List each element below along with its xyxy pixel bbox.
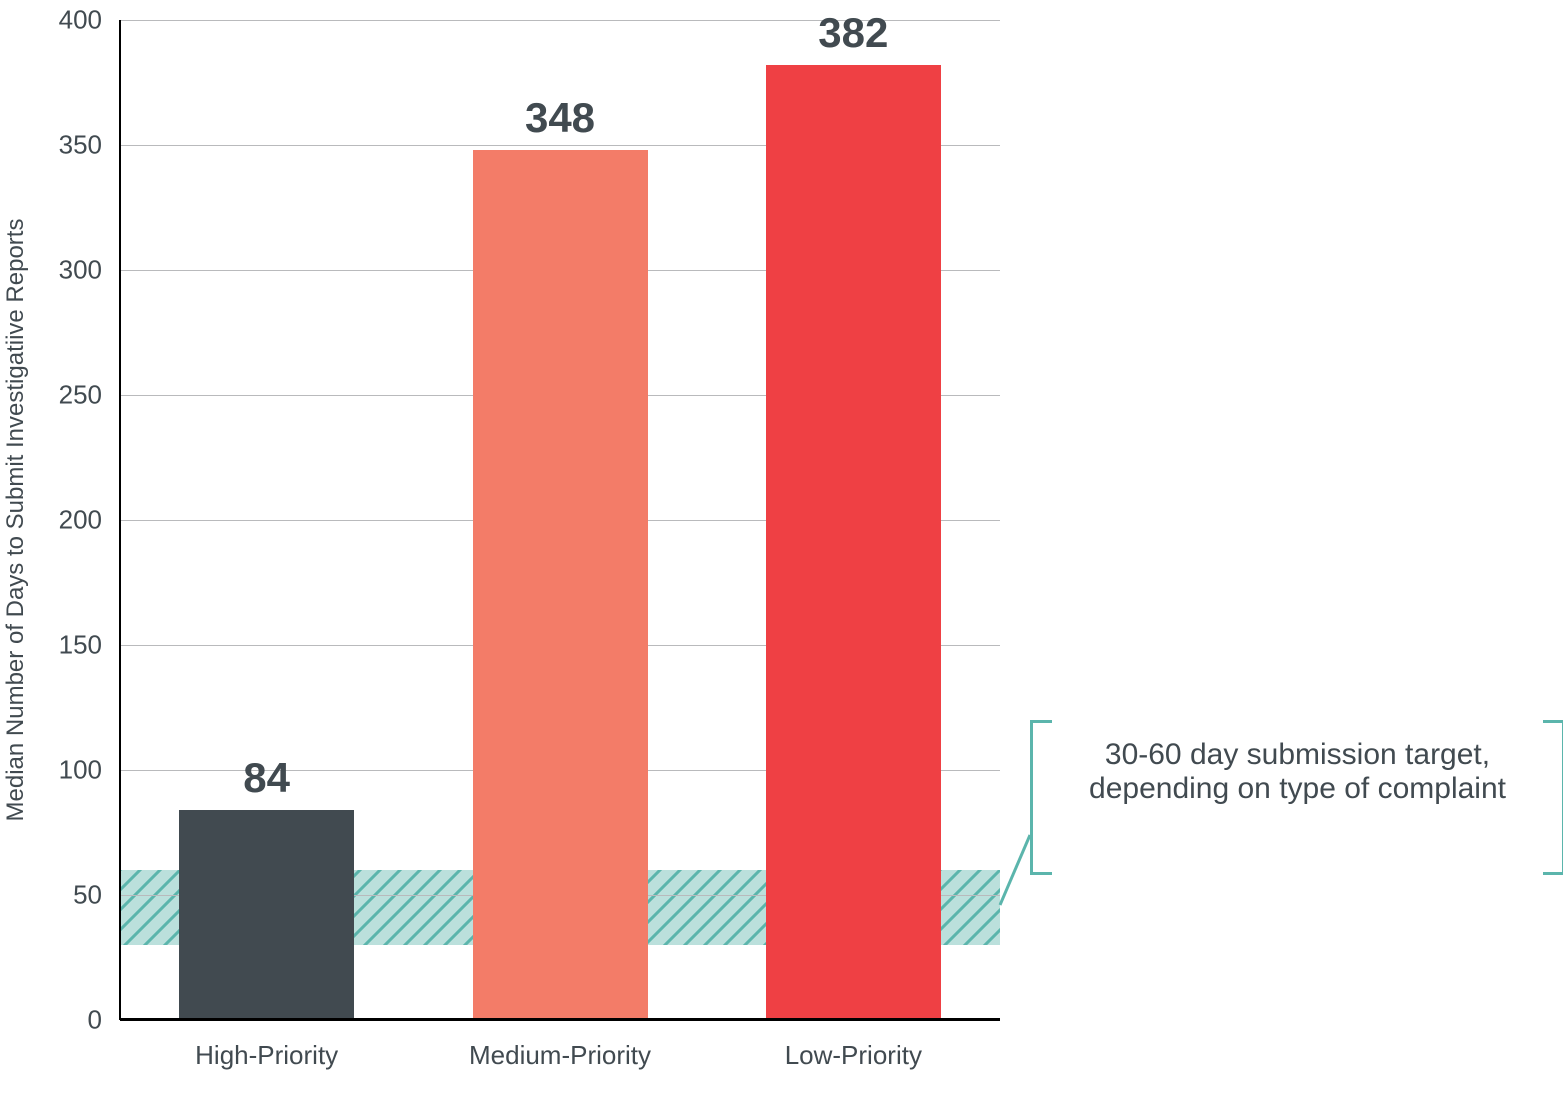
bar-value-label: 84 — [243, 754, 290, 802]
y-tick-label: 250 — [0, 380, 102, 411]
y-tick-label: 300 — [0, 255, 102, 286]
callout-tail — [996, 831, 1034, 909]
bar — [179, 810, 354, 1020]
x-category-label: Medium-Priority — [469, 1040, 651, 1071]
bar-value-label: 348 — [525, 94, 595, 142]
bar-value-label: 382 — [818, 9, 888, 57]
bar — [766, 65, 941, 1020]
bar — [473, 150, 648, 1020]
y-tick-label: 0 — [0, 1005, 102, 1036]
y-tick-label: 400 — [0, 5, 102, 36]
x-category-label: Low-Priority — [785, 1040, 922, 1071]
y-tick-label: 100 — [0, 755, 102, 786]
y-tick-label: 200 — [0, 505, 102, 536]
y-axis-line — [119, 20, 121, 1020]
y-tick-label: 350 — [0, 130, 102, 161]
plot-area: 84348382 — [120, 20, 1000, 1020]
x-axis-line — [120, 1018, 1000, 1021]
y-tick-label: 150 — [0, 630, 102, 661]
x-category-label: High-Priority — [195, 1040, 338, 1071]
chart-container: Median Number of Days to Submit Investig… — [0, 0, 1563, 1105]
callout-text: 30-60 day submission target, depending o… — [1030, 720, 1563, 875]
y-tick-label: 50 — [0, 880, 102, 911]
